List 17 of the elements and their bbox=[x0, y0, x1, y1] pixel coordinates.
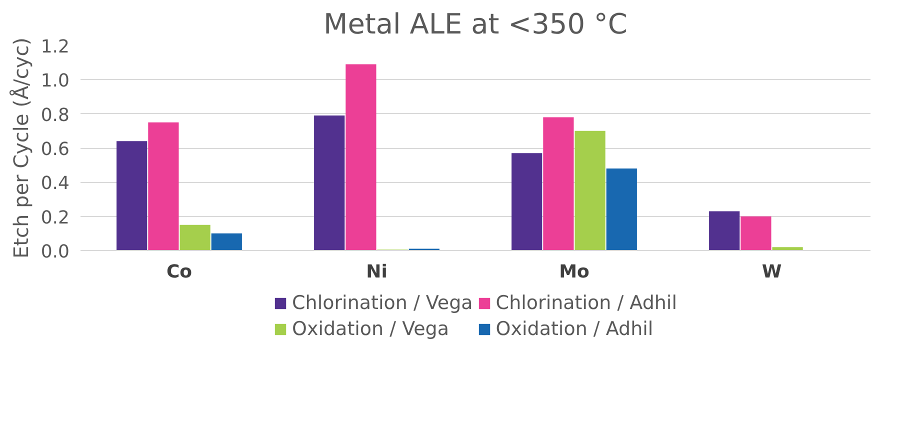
x-tick-label: Ni bbox=[366, 262, 388, 282]
legend-label: Chlorination / Vega bbox=[292, 292, 473, 314]
legend-label: Chlorination / Adhil bbox=[496, 292, 677, 314]
x-tick-label: W bbox=[762, 262, 782, 282]
x-tick-label: Co bbox=[166, 262, 192, 282]
chart-title: Metal ALE at <350 °C bbox=[324, 8, 628, 40]
y-tick-label: 0.2 bbox=[40, 207, 70, 228]
legend-label: Oxidation / Vega bbox=[292, 318, 449, 340]
y-tick-label: 0.8 bbox=[40, 104, 70, 126]
y-tick-label: 0.0 bbox=[40, 242, 70, 262]
y-tick-label: 0.4 bbox=[40, 173, 70, 194]
x-tick-label: Mo bbox=[559, 262, 590, 282]
y-axis-title: Etch per Cycle (Å/cyc) bbox=[8, 38, 33, 258]
legend-label: Oxidation / Adhil bbox=[496, 318, 654, 340]
y-tick-label: 0.6 bbox=[40, 139, 70, 160]
y-tick-label: 1.0 bbox=[40, 70, 70, 92]
y-tick-label: 1.2 bbox=[40, 36, 70, 58]
